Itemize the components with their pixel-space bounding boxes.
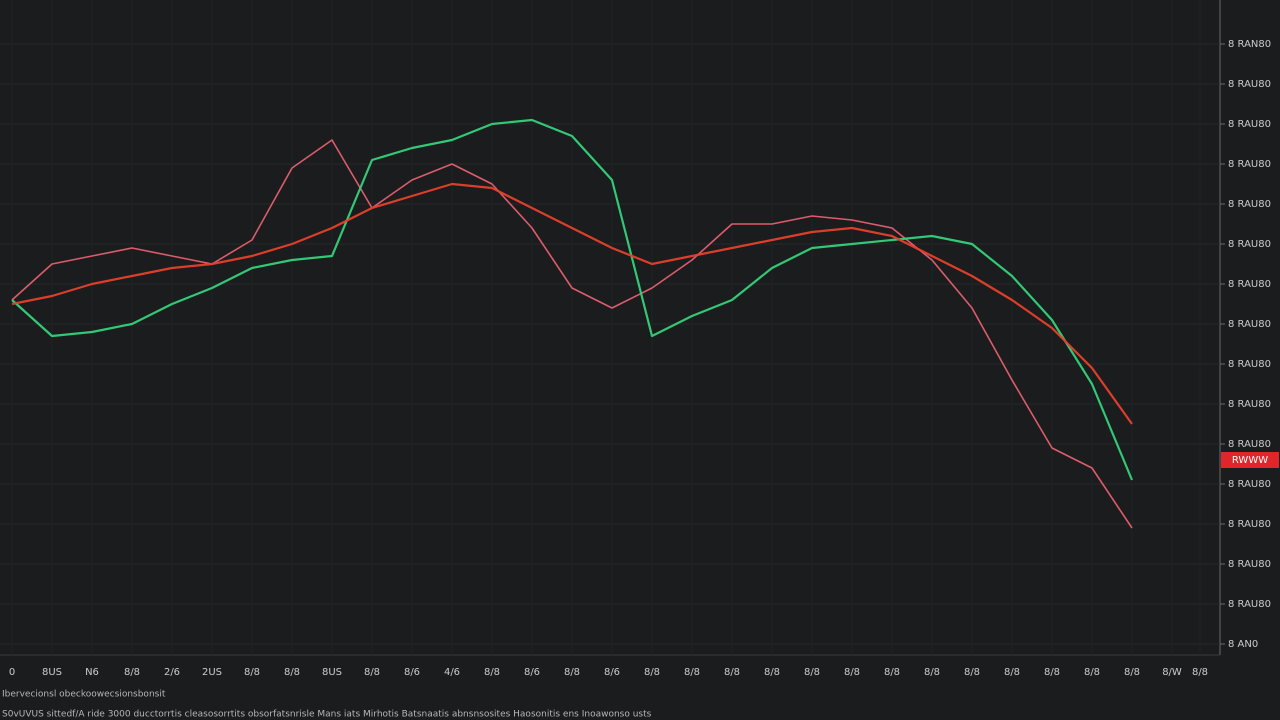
x-tick-label: 8/8: [284, 667, 300, 678]
x-tick-label: 8/8: [564, 667, 580, 678]
footer-text: S0vUVUS sittedf/A ride 3000 ducctorrtis …: [2, 710, 652, 720]
x-tick-label: 8/8: [924, 667, 940, 678]
x-tick-label: 8/8: [1124, 667, 1140, 678]
y-tick-label: 8 RAU80: [1228, 399, 1271, 410]
footer-text: Ibervecionsl obeckoowecsionsbonsit: [2, 690, 166, 700]
y-tick-label: 8 RAU80: [1228, 559, 1271, 570]
x-tick-label: N6: [85, 667, 99, 678]
price-tag: [1221, 452, 1279, 468]
x-tick-label: 8/8: [764, 667, 780, 678]
x-tick-label: 8/8: [804, 667, 820, 678]
x-tick-label: 8/8: [1004, 667, 1020, 678]
y-tick-label: 8 RAU80: [1228, 599, 1271, 610]
x-tick-label: 8/8: [844, 667, 860, 678]
x-tick-label: 8/8: [124, 667, 140, 678]
y-tick-label: 8 AN0: [1228, 639, 1258, 650]
x-tick-label: 8/8: [1044, 667, 1060, 678]
y-tick-label: 8 RAU80: [1228, 359, 1271, 370]
x-tick-label: 8/6: [604, 667, 620, 678]
x-tick-label: 2US: [202, 667, 222, 678]
y-tick-label: 8 RAU80: [1228, 479, 1271, 490]
y-tick-label: 8 RAU80: [1228, 519, 1271, 530]
x-tick-label: 8/8: [484, 667, 500, 678]
x-tick-label: 8/8: [964, 667, 980, 678]
x-tick-label: 8US: [322, 667, 342, 678]
y-tick-label: 8 RAU80: [1228, 439, 1271, 450]
x-tick-label: 8/6: [404, 667, 420, 678]
x-tick-label: 8/8: [884, 667, 900, 678]
series-line: [11, 118, 1134, 481]
x-tick-label: 8/8: [724, 667, 740, 678]
x-tick-label: 0: [9, 667, 15, 678]
x-tick-label: 4/6: [444, 667, 460, 678]
y-tick-label: 8 RAN80: [1228, 39, 1271, 50]
x-tick-label: 2/6: [164, 667, 180, 678]
price-tag-label: RWWW: [1232, 455, 1268, 466]
x-tick-label: 8/8: [364, 667, 380, 678]
x-tick-label: 8/8: [1084, 667, 1100, 678]
x-tick-label: 8/8: [1192, 667, 1208, 678]
x-tick-label: 8/W: [1162, 667, 1182, 678]
y-tick-label: 8 RAU80: [1228, 239, 1271, 250]
x-tick-label: 8/6: [524, 667, 540, 678]
y-tick-label: 8 RAU80: [1228, 159, 1271, 170]
y-tick-label: 8 RAU80: [1228, 119, 1271, 130]
y-tick-label: 8 RAU80: [1228, 199, 1271, 210]
y-tick-label: 8 RAU80: [1228, 319, 1271, 330]
x-tick-label: 8/8: [244, 667, 260, 678]
x-tick-label: 8US: [42, 667, 62, 678]
y-tick-label: 8 RAU80: [1228, 279, 1271, 290]
series-line: [11, 182, 1133, 425]
y-tick-label: 8 RAU80: [1228, 79, 1271, 90]
series-line: [11, 139, 1133, 529]
x-tick-label: 8/8: [644, 667, 660, 678]
x-tick-label: 8/8: [684, 667, 700, 678]
